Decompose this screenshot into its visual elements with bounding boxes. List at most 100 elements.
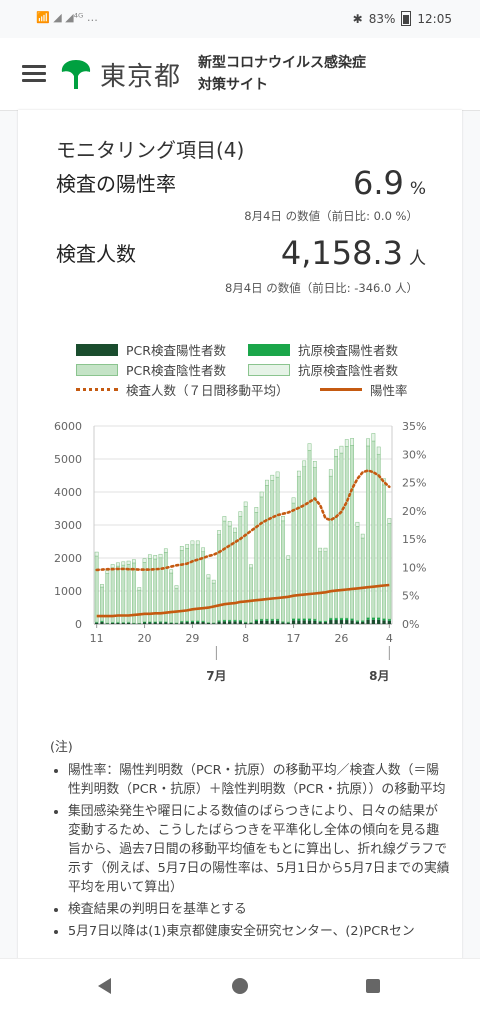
bar-segment — [138, 588, 141, 591]
bar-segment — [292, 498, 295, 503]
bar-segment — [361, 534, 364, 538]
tokyo-logo-icon[interactable] — [58, 56, 94, 92]
bar-segment — [297, 471, 300, 477]
bar-segment — [217, 622, 220, 624]
home-icon[interactable] — [232, 978, 248, 994]
bar-segment — [180, 622, 183, 624]
bar-segment — [228, 526, 231, 620]
legend-antigen-neg[interactable]: 抗原検査陰性者数 — [248, 360, 398, 379]
y-right-tick-label: 30% — [402, 448, 426, 461]
bar-segment — [281, 516, 284, 521]
bar-segment — [185, 622, 188, 624]
legend-pcr-neg[interactable]: PCR検査陰性者数 — [76, 360, 226, 379]
bar-segment — [127, 561, 130, 564]
bar-segment — [345, 446, 348, 618]
bar-segment — [191, 541, 194, 545]
note-item: 集団感染発生や曜日による数値のばらつきにより、日々の結果が変動するため、こうした… — [68, 802, 450, 897]
bar-segment — [138, 590, 141, 623]
y-right-tick-label: 35% — [402, 420, 426, 433]
note-item: 陽性率：陽性判明数（PCR・抗原）の移動平均／検査人数（＝陽性判明数（PCR・抗… — [68, 761, 450, 799]
legend-antigen-pos[interactable]: 抗原検査陽性者数 — [248, 340, 398, 359]
bar-segment — [239, 516, 242, 620]
bar-segment — [377, 620, 380, 624]
month-label: 8月 — [369, 669, 389, 683]
positivity-label: 検査の陽性率 — [56, 168, 176, 197]
bar-segment — [143, 623, 146, 624]
bar-segment — [154, 555, 157, 559]
bar-segment — [334, 620, 337, 624]
clock: 12:05 — [417, 12, 452, 26]
bar-segment — [271, 621, 274, 624]
bar-segment — [319, 552, 322, 621]
bar-segment — [207, 575, 210, 578]
bar-segment — [217, 535, 220, 621]
back-icon[interactable] — [98, 978, 111, 994]
bar-segment — [233, 621, 236, 624]
recents-icon[interactable] — [366, 979, 380, 993]
bar-segment — [287, 623, 290, 624]
bar-segment — [308, 619, 311, 621]
bar-segment — [122, 565, 125, 622]
y-left-tick-label: 3000 — [54, 519, 82, 532]
bar-segment — [356, 522, 359, 526]
y-right-tick-label: 20% — [402, 505, 426, 518]
battery-icon — [401, 11, 411, 26]
bar-segment — [350, 438, 353, 445]
bar-segment — [95, 556, 98, 622]
bar-segment — [366, 618, 369, 620]
menu-icon[interactable] — [22, 65, 46, 83]
bar-segment — [297, 620, 300, 624]
card-heading: モニタリング項目(4) — [56, 134, 244, 163]
bar-segment — [106, 571, 109, 574]
bar-segment — [148, 558, 151, 621]
x-tick-label: 4 — [386, 632, 393, 645]
bar-segment — [382, 620, 385, 624]
bar-segment — [313, 461, 316, 467]
legend-positivity[interactable]: 陽性率 — [320, 380, 408, 399]
bar-segment — [255, 621, 258, 624]
bar-segment — [388, 621, 391, 624]
bar-segment — [260, 621, 263, 624]
bar-segment — [276, 621, 279, 624]
bar-segment — [100, 584, 103, 587]
bar-segment — [127, 623, 130, 624]
bar-segment — [292, 620, 295, 624]
bar-segment — [281, 622, 284, 624]
y-left-tick-label: 0 — [75, 618, 82, 631]
legend-pcr-pos[interactable]: PCR検査陽性者数 — [76, 340, 226, 359]
bar-segment — [95, 552, 98, 556]
bar-segment — [281, 521, 284, 622]
y-right-tick-label: 0% — [402, 618, 419, 631]
x-tick-label: 11 — [90, 632, 104, 645]
bar-segment — [303, 619, 306, 621]
y-left-tick-label: 1000 — [54, 585, 82, 598]
bar-segment — [334, 456, 337, 618]
bar-segment — [287, 559, 290, 622]
site-header: 東京都 新型コロナウイルス感染症 対策サイト — [0, 38, 480, 111]
note-item: 5月7日以降は(1)東京都健康安全研究センター、(2)PCRセン — [68, 922, 450, 941]
bar-segment — [175, 623, 178, 624]
bar-segment — [207, 623, 210, 624]
bar-segment — [340, 618, 343, 620]
bar-segment — [255, 512, 258, 619]
status-right: ✱ 83% 12:05 — [353, 11, 452, 26]
bar-segment — [388, 523, 391, 619]
y-left-tick-label: 4000 — [54, 486, 82, 499]
bar-segment — [350, 620, 353, 624]
bar-segment — [143, 559, 146, 563]
bar-segment — [249, 623, 252, 624]
legend-tests-avg[interactable]: 検査人数（７日間移動平均） — [76, 380, 289, 399]
site-title[interactable]: 新型コロナウイルス感染症 対策サイト — [198, 52, 366, 96]
bar-segment — [223, 621, 226, 624]
logo-text[interactable]: 東京都 — [100, 56, 181, 93]
bar-segment — [329, 470, 332, 477]
bar-segment — [196, 541, 199, 545]
notes-title: (注) — [50, 738, 450, 757]
bar-segment — [111, 564, 114, 567]
bar-segment — [228, 521, 231, 526]
bar-segment — [159, 622, 162, 624]
bar-segment — [244, 502, 247, 507]
status-icons: 📶 ◢ ◢⁴ᴳ … — [36, 11, 98, 24]
bar-segment — [127, 564, 130, 622]
